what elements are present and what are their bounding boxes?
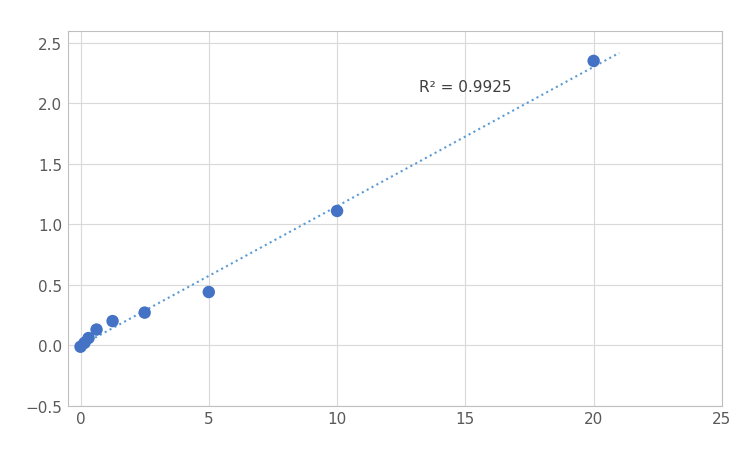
Point bbox=[107, 318, 119, 325]
Point bbox=[203, 289, 215, 296]
Point bbox=[74, 343, 86, 350]
Point bbox=[83, 335, 95, 342]
Point bbox=[78, 340, 90, 347]
Point bbox=[90, 326, 102, 333]
Point bbox=[331, 208, 343, 215]
Point bbox=[138, 309, 150, 317]
Text: R² = 0.9925: R² = 0.9925 bbox=[419, 80, 511, 95]
Point bbox=[587, 58, 599, 65]
